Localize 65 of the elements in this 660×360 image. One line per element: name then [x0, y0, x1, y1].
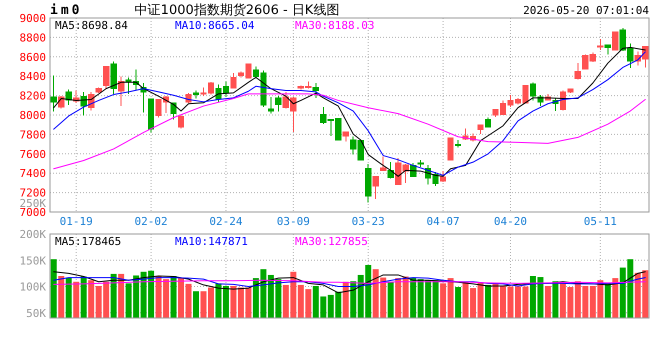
x-tick-label: 01-19 [60, 215, 93, 228]
candlestick [342, 131, 349, 142]
x-tick-label: 02-24 [209, 215, 243, 228]
y-tick-label: 150K [20, 254, 46, 268]
x-tick-label: 05-11 [584, 215, 617, 228]
y-tick-label: 7000 [20, 206, 46, 219]
x-tick-label: 02-02 [134, 215, 168, 228]
y-tick-label: 50K [26, 306, 46, 320]
candlestick [440, 170, 446, 182]
y-tick-label: 7400 [20, 167, 46, 180]
y-tick-label: 8200 [20, 90, 46, 103]
y-tick-label: 7200 [20, 186, 46, 200]
candlestick [604, 44, 611, 55]
candlestick [275, 96, 282, 112]
candlestick [365, 163, 372, 204]
candlestick [312, 82, 319, 98]
candlestick [80, 91, 87, 116]
y-tick-label: 8400 [20, 70, 46, 84]
candlestick [178, 114, 184, 129]
candlestick [372, 176, 379, 200]
candlestick [230, 72, 237, 90]
candlestick [118, 76, 124, 106]
y-tick-label: 8600 [20, 50, 46, 64]
line-series [53, 93, 646, 170]
y-tick-label: 7600 [20, 148, 46, 161]
candlestick [574, 62, 581, 80]
candlestick [148, 98, 154, 133]
text: MA5:8698.84 [55, 19, 128, 32]
candlestick [612, 31, 618, 51]
candlestick [388, 162, 394, 180]
candlestick [418, 159, 424, 168]
text: 2026-05-20 07:01:04 [523, 4, 650, 17]
text: MA30:127855 [295, 235, 368, 248]
candlestick [110, 61, 117, 94]
candlestick [66, 89, 72, 106]
text: MA30:8188.03 [295, 19, 374, 32]
candlestick [192, 90, 200, 100]
y-tick-label: 200K [20, 228, 46, 241]
candlestick [380, 156, 386, 172]
y-tick-label: 8800 [20, 31, 46, 44]
annotation: im0 [50, 3, 82, 18]
candlestick [268, 96, 274, 114]
candlestick [447, 138, 454, 160]
candlestick [454, 140, 462, 148]
x-tick-label: 04-20 [494, 215, 528, 228]
x-tick-label: 04-07 [426, 215, 460, 228]
candlestick [530, 82, 536, 101]
chart-title: 中证1000指数期货2606 - 日K线图 [134, 3, 340, 18]
x-tick-label: 03-23 [352, 215, 385, 228]
y-tick-label: 100K [20, 280, 46, 294]
y-tick-label: 9000 [20, 12, 46, 25]
text: MA10:8665.04 [175, 19, 255, 32]
y-tick-label: 7800 [20, 128, 46, 142]
candlestick [484, 117, 492, 128]
candlestick [103, 66, 110, 90]
x-tick-label: 03-09 [276, 215, 310, 228]
candlestick [50, 74, 57, 112]
line-series [53, 271, 646, 294]
text: MA10:147871 [175, 235, 248, 248]
line-series [53, 277, 646, 287]
candlestick [597, 38, 604, 51]
candlestick [96, 86, 102, 94]
candlestick [477, 124, 484, 135]
y-tick-label: 8000 [20, 109, 46, 122]
text: MA5:178465 [55, 235, 122, 248]
